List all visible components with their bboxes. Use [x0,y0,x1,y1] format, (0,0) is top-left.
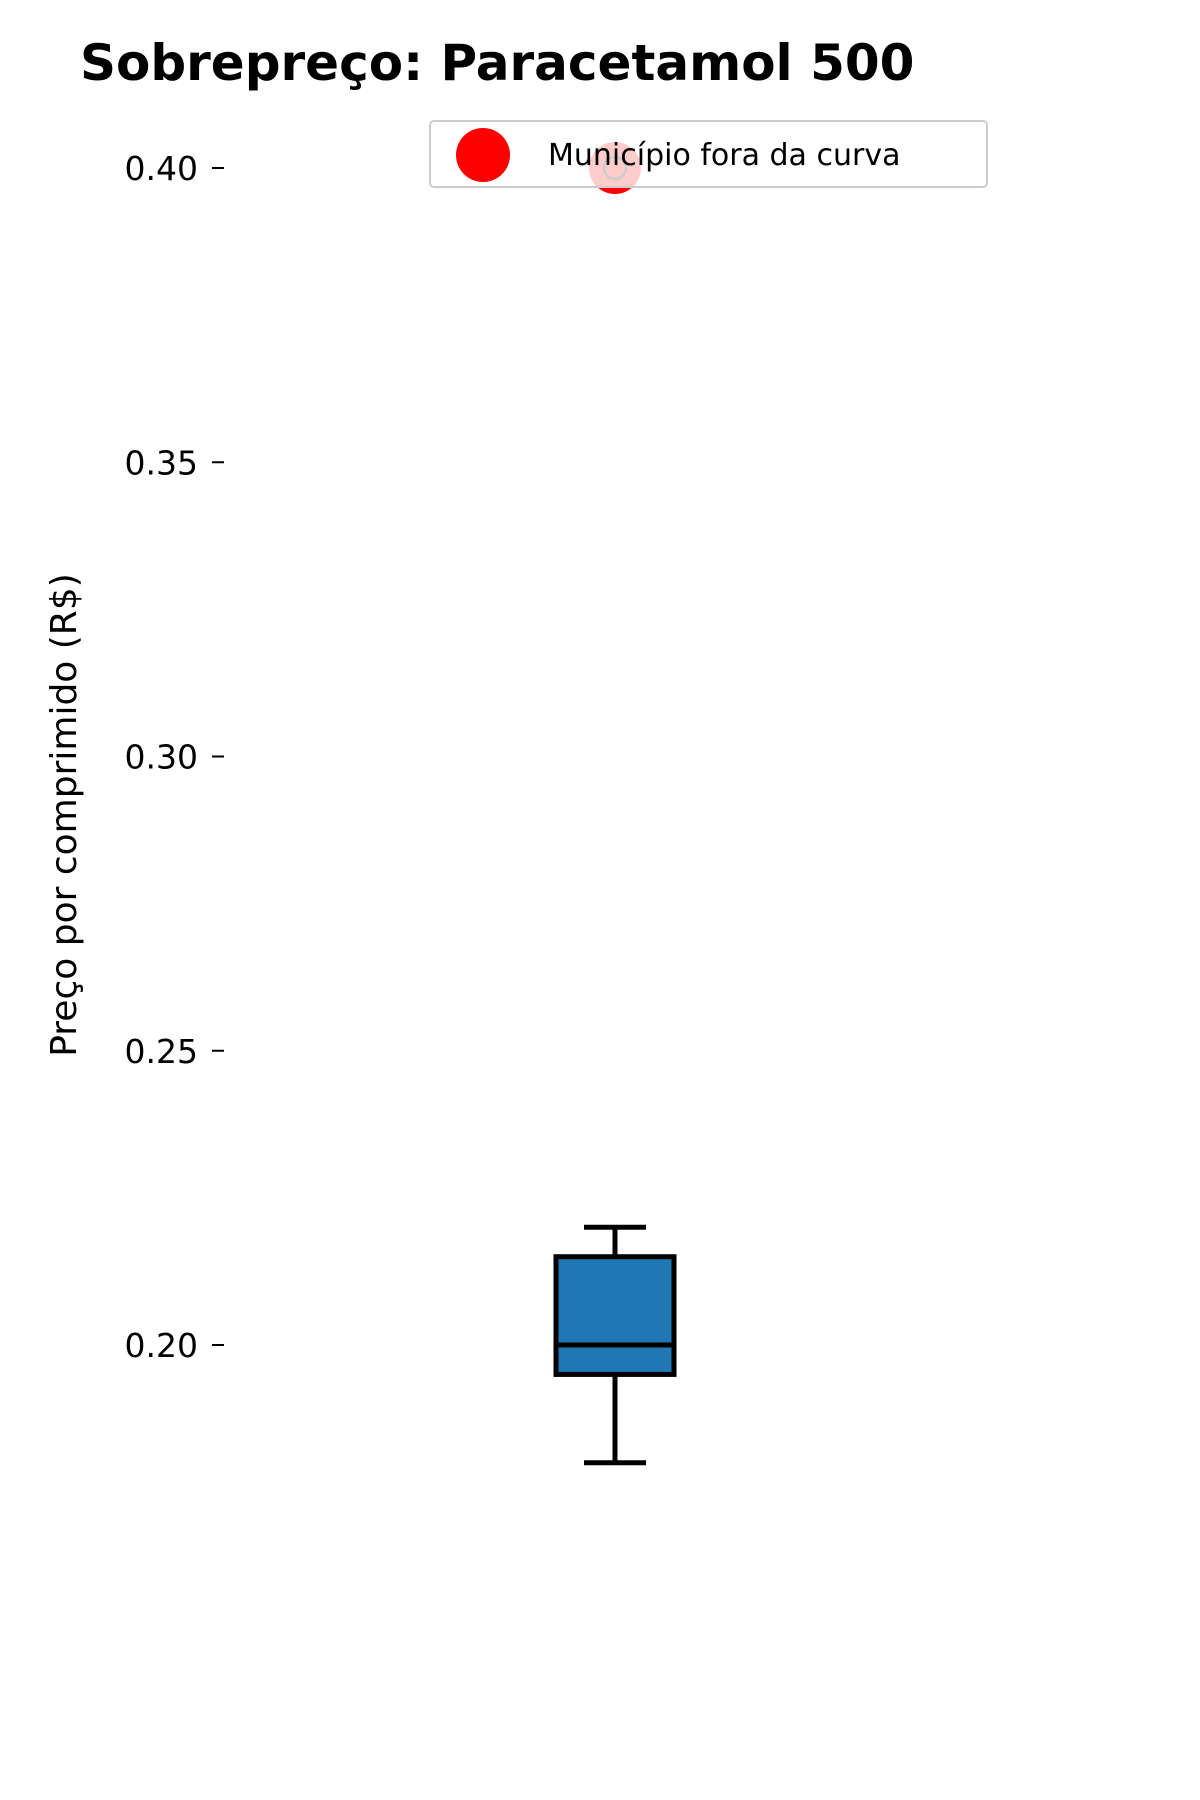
legend-marker-outlier [456,128,510,182]
chart-title: Sobrepreço: Paracetamol 500 [80,34,914,92]
boxplot-chart: Sobrepreço: Paracetamol 500 Preço por co… [44,34,988,1466]
y-tick-label: 0.30 [125,738,198,777]
y-tick-label: 0.40 [125,149,198,188]
y-tick-label: 0.20 [125,1326,198,1365]
legend-frame [429,120,988,188]
plot-area [553,142,677,1466]
y-axis-ticks: 0.20 0.25 0.30 0.35 0.40 [125,149,224,1365]
y-tick-label: 0.35 [125,443,198,482]
legend-label-outlier: Município fora da curva [548,138,900,173]
y-axis-label: Preço por comprimido (R$) [44,573,85,1057]
box-iqr [553,1254,677,1377]
y-tick-label: 0.25 [125,1032,198,1071]
legend: Município fora da curva [429,120,988,188]
